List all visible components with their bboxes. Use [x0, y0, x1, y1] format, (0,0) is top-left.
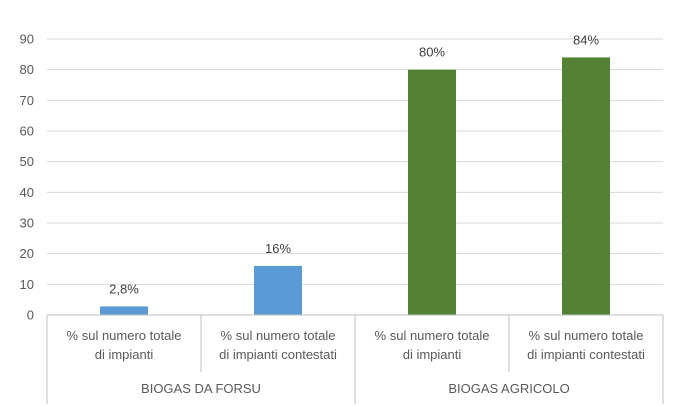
- y-tick-label: 30: [20, 216, 34, 231]
- y-tick-label: 70: [20, 93, 34, 108]
- y-tick-label: 80: [20, 62, 34, 77]
- bar: [562, 57, 610, 316]
- y-tick-label: 10: [20, 277, 34, 292]
- y-tick-label: 20: [20, 246, 34, 261]
- x-tick-label: % sul numero totale: [221, 328, 336, 343]
- x-axis: % sul numero totale di impianti % sul nume…: [46, 314, 664, 404]
- x-tick-label: di impianti contestati: [219, 347, 337, 362]
- y-tick-label: 0: [27, 308, 34, 323]
- data-label: 80%: [419, 45, 445, 60]
- data-label: 84%: [573, 32, 599, 47]
- x-tick-label: di impianti: [95, 347, 154, 362]
- bar: [254, 265, 302, 315]
- data-label: 16%: [265, 241, 291, 256]
- x-tick-label: % sul numero totale: [375, 328, 490, 343]
- bar: [100, 306, 148, 315]
- y-tick-label: 90: [20, 32, 34, 47]
- group-label: BIOGAS AGRICOLO: [448, 381, 569, 396]
- data-label: 2,8%: [109, 281, 139, 296]
- y-axis-ticks: 0 10 20 30 40 50 60 70 80 90: [20, 32, 34, 323]
- y-tick-label: 60: [20, 124, 34, 139]
- bars: [100, 57, 610, 316]
- y-tick-label: 50: [20, 154, 34, 169]
- group-label: BIOGAS DA FORSU: [141, 381, 261, 396]
- x-tick-label: % sul numero totale: [67, 328, 182, 343]
- x-tick-label: di impianti contestati: [527, 347, 645, 362]
- bar: [408, 69, 456, 316]
- data-labels: 2,8% 16% 80% 84%: [109, 32, 599, 296]
- x-tick-label: di impianti: [403, 347, 462, 362]
- x-tick-label: % sul numero totale: [529, 328, 644, 343]
- y-tick-label: 40: [20, 185, 34, 200]
- gridlines: [47, 38, 663, 285]
